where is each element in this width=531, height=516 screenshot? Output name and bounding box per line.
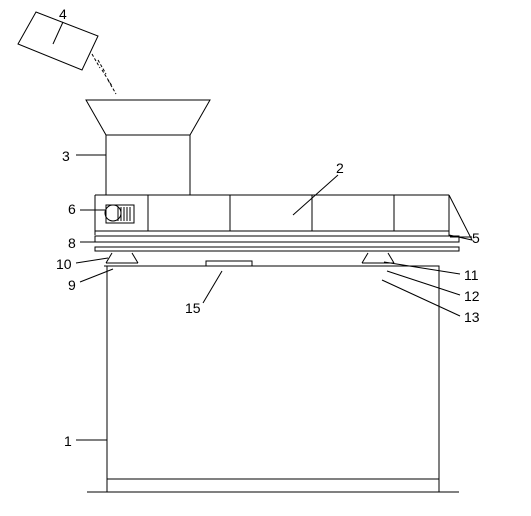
technical-diagram: 123456891011121315 [0, 0, 531, 511]
callout-label-9: 9 [68, 277, 76, 293]
callout-label-15: 15 [185, 300, 201, 316]
callout-label-11: 11 [464, 267, 479, 283]
callout-label-4: 4 [59, 6, 67, 22]
callout-label-13: 13 [464, 309, 480, 325]
callout-label-2: 2 [336, 160, 344, 176]
diagram-svg [0, 0, 531, 511]
callout-label-3: 3 [62, 148, 70, 164]
callout-label-1: 1 [64, 433, 72, 449]
callout-label-8: 8 [68, 235, 76, 251]
callout-label-5: 5 [472, 230, 480, 246]
callout-label-6: 6 [68, 201, 76, 217]
callout-label-12: 12 [464, 288, 480, 304]
callout-label-10: 10 [56, 256, 72, 272]
